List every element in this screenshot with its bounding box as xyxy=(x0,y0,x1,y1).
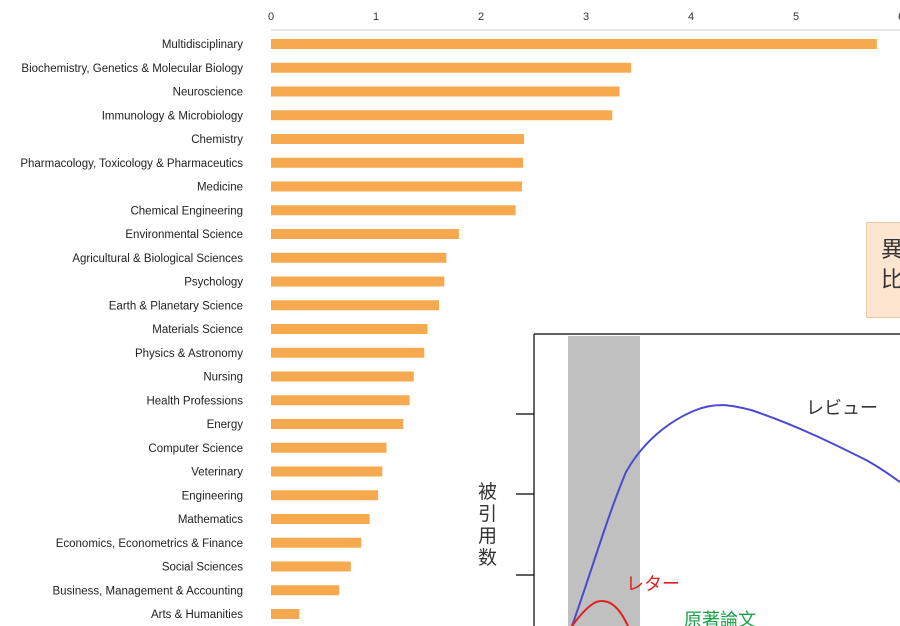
bar xyxy=(271,110,613,121)
inset-chart: 被 引 用 数 レビュー レター 原著論文 xyxy=(476,330,900,626)
x-tick-label: 5 xyxy=(793,11,799,23)
bar xyxy=(271,205,516,216)
series-label-original: 原著論文 xyxy=(684,610,756,626)
category-label: Mathematics xyxy=(178,514,243,526)
category-label: Chemical Engineering xyxy=(130,205,243,217)
bar xyxy=(271,157,523,168)
bar xyxy=(271,419,404,429)
category-label: Economics, Econometrics & Finance xyxy=(56,538,243,550)
category-label: Veterinary xyxy=(191,467,243,479)
bar xyxy=(271,181,522,192)
bar xyxy=(271,609,300,619)
category-label: Arts & Humanities xyxy=(151,609,243,621)
series-line-letter xyxy=(571,600,629,626)
category-label: Chemistry xyxy=(191,134,243,146)
bar xyxy=(271,395,410,406)
callout-line-2: 比 xyxy=(881,267,900,292)
category-label: Materials Science xyxy=(152,324,243,336)
category-label: Energy xyxy=(207,419,244,431)
category-label: Biochemistry, Genetics & Molecular Biolo… xyxy=(21,63,243,75)
category-label: Immunology & Microbiology xyxy=(102,110,244,122)
bar xyxy=(271,252,447,263)
x-tick-label: 3 xyxy=(583,11,589,23)
category-labels: Multidisciplinary Biochemistry, Genetics … xyxy=(20,39,243,621)
x-tick-label: 0 xyxy=(268,11,274,23)
inset-y-axis-label: 被 引 用 数 xyxy=(478,481,503,569)
category-label: Social Sciences xyxy=(162,562,243,574)
series-label-review: レビュー xyxy=(806,398,878,419)
bar xyxy=(271,561,351,572)
bar xyxy=(271,276,445,287)
inset-background xyxy=(476,330,900,626)
bar xyxy=(271,86,620,97)
x-tick-label: 2 xyxy=(478,11,484,23)
category-label: Business, Management & Accounting xyxy=(52,585,243,597)
bar xyxy=(271,371,414,382)
x-axis: 0 1 2 3 4 5 6 xyxy=(268,11,900,31)
callout-box: 異 比 xyxy=(866,222,900,318)
x-tick-label: 6 xyxy=(898,11,900,23)
bar xyxy=(271,490,379,501)
bar xyxy=(271,442,387,453)
category-label: Physics & Astronomy xyxy=(135,348,243,360)
category-label: Medicine xyxy=(197,182,243,194)
bar xyxy=(271,39,877,49)
category-label: Nursing xyxy=(203,372,243,384)
bar xyxy=(271,537,362,548)
bar xyxy=(271,466,383,477)
category-label: Computer Science xyxy=(148,443,243,455)
bar xyxy=(271,229,459,239)
x-tick-label: 4 xyxy=(688,11,694,23)
bar xyxy=(271,347,425,358)
bar xyxy=(271,134,525,144)
category-label: Psychology xyxy=(184,277,243,289)
shaded-region xyxy=(568,336,640,626)
bar xyxy=(271,324,428,334)
callout-line-1: 異 xyxy=(881,237,900,262)
bar xyxy=(271,514,370,524)
category-label: Environmental Science xyxy=(125,229,243,241)
bar xyxy=(271,300,439,311)
series-label-letter: レター xyxy=(626,574,680,595)
citation-curve-inset: 被 引 用 数 レビュー レター 原著論文 xyxy=(476,330,900,626)
category-label: Engineering xyxy=(182,490,243,502)
bars xyxy=(271,39,877,619)
category-label: Multidisciplinary xyxy=(162,39,243,51)
series-line-review xyxy=(571,404,900,626)
x-tick-label: 1 xyxy=(373,11,379,23)
category-label: Earth & Planetary Science xyxy=(109,300,243,312)
category-label: Neuroscience xyxy=(173,87,243,99)
category-label: Pharmacology, Toxicology & Pharmaceutics xyxy=(20,158,243,170)
bar xyxy=(271,585,340,596)
category-label: Health Professions xyxy=(146,395,243,407)
bar xyxy=(271,62,632,73)
category-label: Agricultural & Biological Sciences xyxy=(72,253,243,265)
